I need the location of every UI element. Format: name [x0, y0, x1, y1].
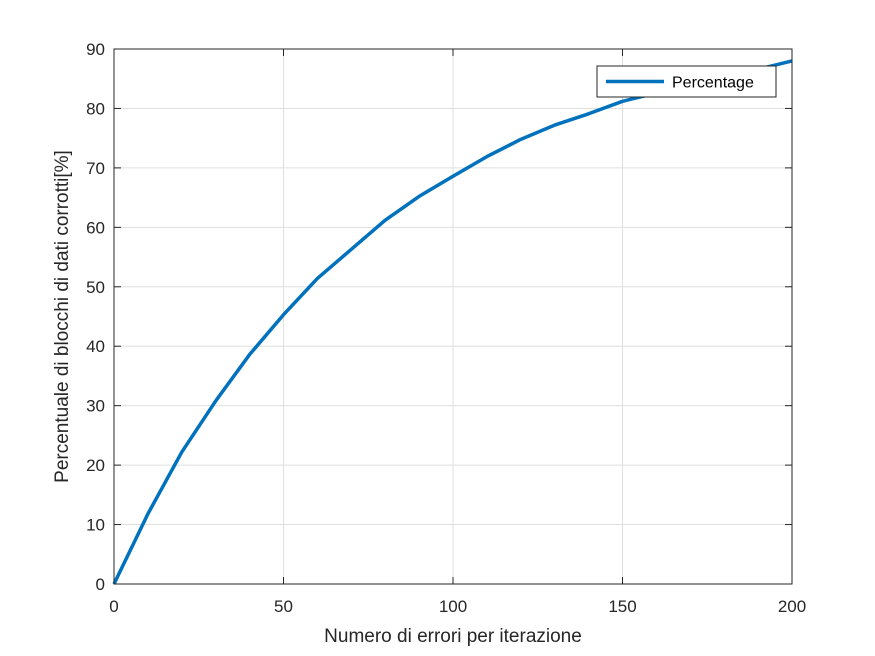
y-axis-label: Percentuale di blocchi di dati corrotti[…: [52, 150, 73, 483]
y-tick-label: 10: [86, 516, 105, 535]
x-tick-label: 200: [778, 597, 806, 616]
legend: Percentage: [596, 65, 777, 98]
y-axis-ticks: 0 10 20 30 40 50 60 70 80 90: [86, 40, 792, 594]
y-tick-label: 0: [96, 575, 105, 594]
x-tick-label: 0: [109, 597, 118, 616]
y-tick-label: 30: [86, 397, 105, 416]
y-tick-label: 60: [86, 218, 105, 237]
x-axis-label: Numero di errori per iterazione: [324, 626, 582, 647]
x-tick-label: 150: [608, 597, 636, 616]
x-axis-ticks: 0 50 100 150 200: [109, 49, 806, 616]
y-tick-label: 80: [86, 99, 105, 118]
x-tick-label: 50: [274, 597, 293, 616]
legend-entry-percentage: Percentage: [672, 75, 754, 92]
y-tick-label: 40: [86, 337, 105, 356]
x-tick-label: 100: [439, 597, 467, 616]
y-tick-label: 20: [86, 456, 105, 475]
y-tick-label: 70: [86, 159, 105, 178]
y-tick-label: 90: [86, 40, 105, 59]
y-tick-label: 50: [86, 278, 105, 297]
